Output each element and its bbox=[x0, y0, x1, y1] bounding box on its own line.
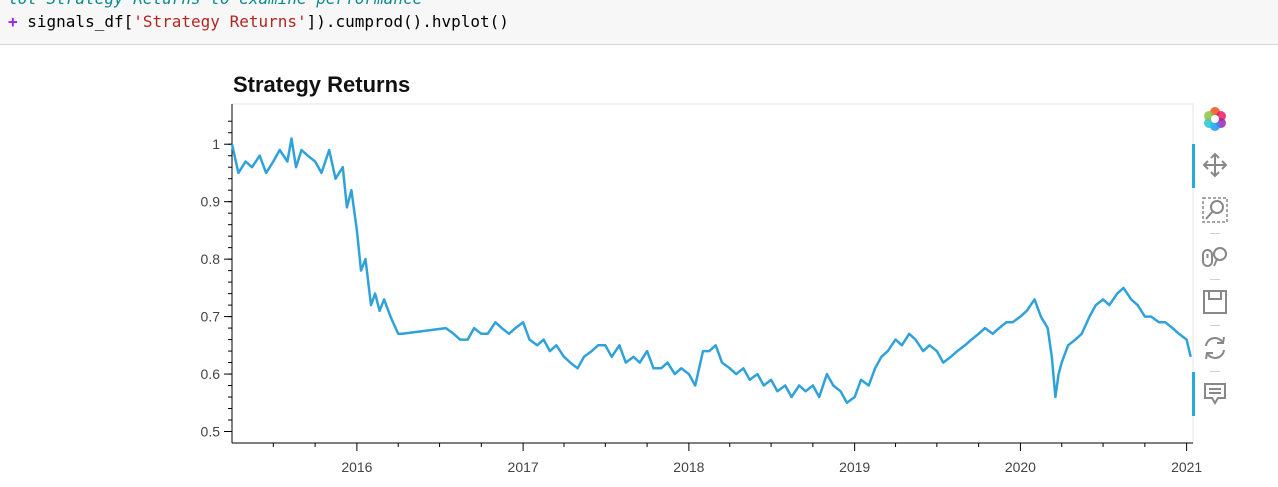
y-tick-label: 0.5 bbox=[201, 424, 221, 440]
y-tick-label: 0.6 bbox=[201, 366, 221, 382]
x-tick-label: 2021 bbox=[1171, 459, 1202, 475]
y-tick-label: 0.7 bbox=[201, 309, 221, 325]
hover-tool-icon[interactable] bbox=[1198, 377, 1232, 411]
y-tick-label: 0.8 bbox=[201, 251, 221, 267]
code-comment-line: lot Strategy Returns to examine performa… bbox=[8, 0, 422, 8]
pan-tool-icon[interactable] bbox=[1198, 148, 1232, 182]
pan-tool-active-indicator bbox=[1192, 144, 1195, 188]
toolbar-divider bbox=[1210, 371, 1220, 372]
toolbar-divider bbox=[1210, 279, 1220, 280]
plot-frame bbox=[231, 103, 1194, 444]
x-tick-label: 2016 bbox=[341, 459, 372, 475]
diff-plus-marker: + bbox=[8, 12, 28, 31]
save-tool-icon[interactable] bbox=[1198, 285, 1232, 319]
code-call-end: ]).cumprod().hvplot() bbox=[306, 12, 509, 31]
x-tick-label: 2019 bbox=[839, 459, 870, 475]
bokeh-logo-icon[interactable] bbox=[1198, 102, 1232, 136]
reset-tool-icon[interactable] bbox=[1198, 331, 1232, 365]
code-call-start: signals_df[ bbox=[27, 12, 134, 31]
x-tick-label: 2020 bbox=[1005, 459, 1036, 475]
code-statement-line: + signals_df['Strategy Returns']).cumpro… bbox=[8, 12, 509, 31]
y-tick-label: 1 bbox=[212, 136, 220, 152]
series-line[interactable] bbox=[230, 137, 1192, 405]
hover-tool-active-indicator bbox=[1192, 372, 1195, 416]
plot-toolbar bbox=[1190, 100, 1240, 420]
toolbar-divider bbox=[1210, 325, 1220, 326]
y-tick-label: 0.9 bbox=[201, 194, 221, 210]
code-cell[interactable]: lot Strategy Returns to examine performa… bbox=[0, 0, 1278, 45]
toolbar-divider bbox=[1210, 233, 1220, 234]
wheel-zoom-tool-icon[interactable] bbox=[1198, 239, 1232, 273]
x-tick-label: 2017 bbox=[508, 459, 539, 475]
box-zoom-tool-icon[interactable] bbox=[1198, 193, 1232, 227]
code-string-literal: 'Strategy Returns' bbox=[133, 12, 307, 31]
chart-title: Strategy Returns bbox=[233, 72, 411, 97]
x-tick-label: 2018 bbox=[673, 459, 704, 475]
